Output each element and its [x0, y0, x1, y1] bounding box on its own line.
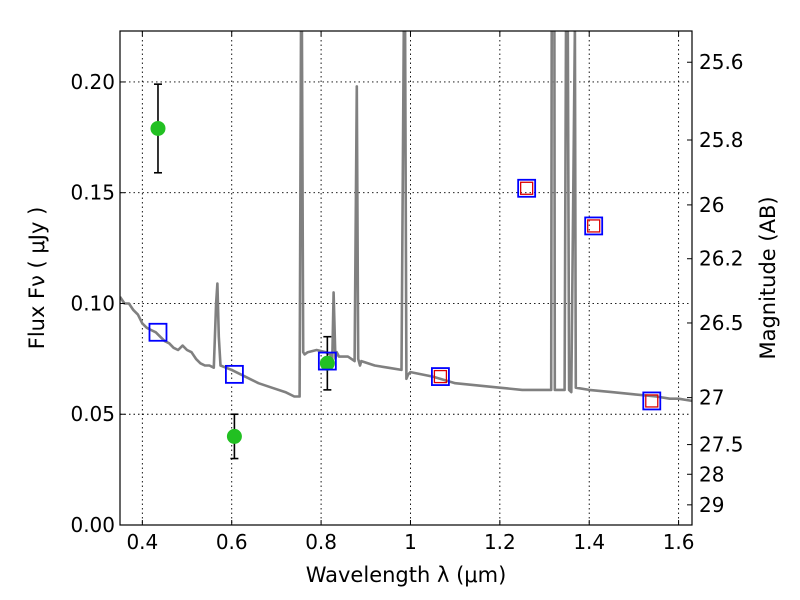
y-tick-label: 0.00 [70, 513, 115, 537]
plot-area [120, 31, 692, 460]
y2-axis-title: Magnitude (AB) [756, 196, 780, 359]
y-axis: 0.00 0.05 0.10 0.15 0.20 [70, 70, 125, 537]
model-photometry-marker [431, 367, 450, 386]
x-axis: 0.4 0.6 0.8 1 1.2 1.4 1.6 [126, 31, 695, 554]
y2-tick-label: 27.5 [699, 433, 744, 457]
model-photometry-marker [517, 178, 537, 198]
y2-tick-label: 29 [699, 493, 724, 517]
upper-limit-marker [645, 394, 659, 408]
y-tick-label: 0.20 [70, 70, 115, 94]
model-photometry-marker [584, 216, 604, 236]
model-photometry-marker [317, 351, 337, 371]
x-tick-label: 1.4 [573, 530, 605, 554]
y2-tick-label: 26.5 [699, 311, 744, 335]
x-tick-label: 0.6 [216, 530, 248, 554]
y2-tick-label: 26.2 [699, 247, 744, 271]
y2-tick-label: 25.8 [699, 128, 744, 152]
y-axis-title: Flux Fν ( μJy ) [25, 207, 49, 350]
plot-frame [119, 30, 693, 526]
model-photometry-marker [224, 364, 244, 384]
model-photometry-marker [642, 391, 662, 411]
y2-tick-label: 26 [699, 193, 724, 217]
observed-point [226, 428, 242, 444]
model-photometry-marker [148, 322, 168, 342]
upper-limit-marker [433, 369, 448, 384]
x-tick-label: 1 [404, 530, 417, 554]
model-sed-line [120, 31, 692, 403]
x-tick-label: 1.6 [663, 530, 695, 554]
y-tick-label: 0.05 [70, 402, 115, 426]
observed-point [319, 355, 335, 371]
upper-limit-marker [587, 219, 601, 233]
y-tick-label: 0.10 [70, 291, 115, 315]
y2-axis: 25.6 25.8 26 26.2 26.5 27 27.5 28 29 [687, 50, 744, 517]
x-tick-label: 0.8 [305, 530, 337, 554]
y2-tick-label: 28 [699, 462, 724, 486]
x-tick-label: 0.4 [126, 530, 158, 554]
y2-tick-label: 27 [699, 386, 724, 410]
upper-limit-marker [520, 181, 534, 195]
observed-point [150, 120, 166, 136]
y2-tick-label: 25.6 [699, 50, 744, 74]
x-axis-title: Wavelength λ (μm) [306, 563, 507, 587]
y-tick-label: 0.15 [70, 181, 115, 205]
x-tick-label: 1.2 [484, 530, 516, 554]
